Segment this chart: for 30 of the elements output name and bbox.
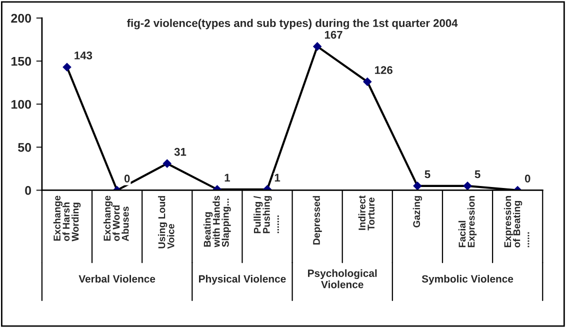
x-tick-label: Depressed — [312, 196, 322, 244]
data-label: 5 — [474, 170, 480, 178]
data-label: 167 — [324, 30, 342, 39]
data-label: 143 — [74, 51, 92, 60]
data-label: 0 — [124, 174, 130, 182]
y-tick-label: 0 — [25, 186, 32, 195]
y-tick-label: 200 — [11, 14, 32, 23]
data-label: 5 — [424, 170, 430, 178]
text: Symbolic Violence — [422, 274, 514, 285]
data-label: 1 — [274, 174, 280, 182]
x-tick-label: Pulling / Pushing ....... — [254, 196, 279, 234]
x-tick-label: Beating with Hands Slapping... — [204, 196, 231, 248]
text: Physical Violence — [199, 274, 286, 285]
y-tick-label: 150 — [11, 56, 32, 66]
text: Psychological Violence — [308, 269, 377, 288]
x-tick-label: Gazing — [412, 196, 422, 228]
data-label: 126 — [375, 66, 392, 74]
x-tick-label: Indirect Torture — [358, 196, 375, 230]
x-tick-label: Exchange of Word Abuses — [103, 196, 129, 242]
x-tick-label: Expression of Beating ...... — [504, 196, 530, 248]
x-tick-label: Using Loud Voice — [158, 196, 174, 249]
text: Verbal Violence — [78, 274, 156, 283]
data-label: 0 — [524, 174, 530, 182]
data-label: 31 — [174, 148, 186, 156]
y-tick-label: 100 — [11, 100, 32, 109]
y-tick-label: 50 — [18, 142, 32, 152]
data-label: 1 — [224, 174, 230, 182]
chart-title: fig-2 violence(types and sub types) during the 1st quarter 2004 — [127, 18, 458, 30]
x-tick-label: Exchange of Harsh Wording — [53, 196, 81, 242]
x-tick-label: Facial Expression — [458, 196, 477, 248]
